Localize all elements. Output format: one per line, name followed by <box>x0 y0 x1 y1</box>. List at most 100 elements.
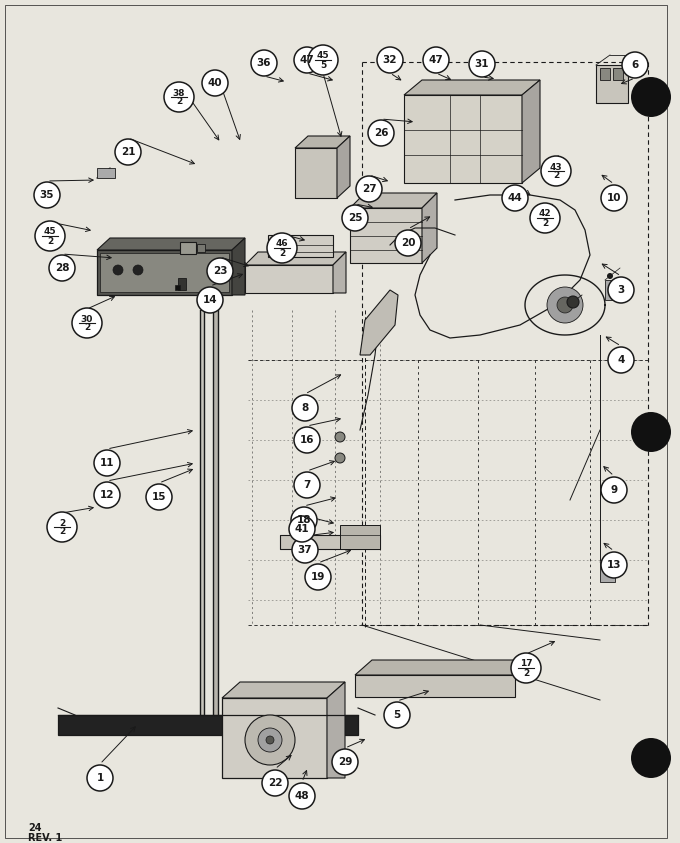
Text: 21: 21 <box>121 147 135 157</box>
Polygon shape <box>232 238 245 295</box>
Circle shape <box>291 507 317 533</box>
Text: 9: 9 <box>611 485 617 495</box>
Bar <box>350 208 422 263</box>
Text: 2: 2 <box>523 668 529 678</box>
Polygon shape <box>422 193 437 263</box>
Circle shape <box>35 221 65 251</box>
Polygon shape <box>404 80 540 95</box>
Text: 37: 37 <box>298 545 312 555</box>
Text: 36: 36 <box>257 58 271 68</box>
Circle shape <box>266 736 274 744</box>
Polygon shape <box>522 80 540 183</box>
Circle shape <box>262 770 288 796</box>
Circle shape <box>305 564 331 590</box>
Circle shape <box>146 484 172 510</box>
Circle shape <box>423 47 449 73</box>
Circle shape <box>608 277 634 303</box>
Text: 12: 12 <box>100 490 114 500</box>
Circle shape <box>631 77 671 117</box>
Text: 35: 35 <box>39 190 54 200</box>
Circle shape <box>631 412 671 452</box>
Circle shape <box>94 482 120 508</box>
Text: 2: 2 <box>553 171 559 180</box>
Circle shape <box>342 205 368 231</box>
Text: 32: 32 <box>383 55 397 65</box>
Text: 15: 15 <box>152 492 166 502</box>
Polygon shape <box>245 252 346 265</box>
Circle shape <box>245 715 295 765</box>
Circle shape <box>368 120 394 146</box>
Text: 47: 47 <box>300 55 314 65</box>
Polygon shape <box>350 193 437 208</box>
Circle shape <box>557 297 573 313</box>
Circle shape <box>377 47 403 73</box>
Polygon shape <box>337 136 350 198</box>
Circle shape <box>251 50 277 76</box>
Bar <box>605 280 613 300</box>
Text: 2: 2 <box>542 218 548 228</box>
Circle shape <box>335 432 345 442</box>
Circle shape <box>289 516 315 542</box>
Bar <box>97 168 115 178</box>
Circle shape <box>395 230 421 256</box>
Bar <box>596 65 628 103</box>
Circle shape <box>113 265 123 275</box>
Bar <box>175 285 180 290</box>
Circle shape <box>292 537 318 563</box>
Bar <box>100 253 229 292</box>
Polygon shape <box>222 682 345 698</box>
Text: 24: 24 <box>28 823 41 833</box>
Bar <box>213 310 218 730</box>
Circle shape <box>294 427 320 453</box>
Circle shape <box>294 472 320 498</box>
Text: 1: 1 <box>97 773 103 783</box>
Circle shape <box>202 70 228 96</box>
Polygon shape <box>327 682 345 778</box>
Text: 26: 26 <box>374 128 388 138</box>
Text: 38: 38 <box>173 89 185 98</box>
Polygon shape <box>97 238 245 250</box>
Bar <box>600 68 610 80</box>
Circle shape <box>207 258 233 284</box>
Circle shape <box>34 182 60 208</box>
Text: 10: 10 <box>607 193 622 203</box>
Text: 43: 43 <box>549 163 562 171</box>
Bar <box>600 562 615 582</box>
Text: 25: 25 <box>347 213 362 223</box>
Circle shape <box>294 47 320 73</box>
Text: 13: 13 <box>607 560 622 570</box>
Text: 45: 45 <box>317 51 329 61</box>
Text: 48: 48 <box>294 791 309 801</box>
Text: 30: 30 <box>81 314 93 324</box>
Text: 7: 7 <box>303 480 311 490</box>
Circle shape <box>541 156 571 186</box>
Text: 5: 5 <box>393 710 401 720</box>
Text: 2: 2 <box>279 249 285 257</box>
Circle shape <box>567 296 579 308</box>
Text: 29: 29 <box>338 757 352 767</box>
Bar <box>180 242 196 254</box>
Circle shape <box>384 702 410 728</box>
Text: 2: 2 <box>59 518 65 528</box>
Text: 46: 46 <box>275 239 288 249</box>
Bar <box>178 278 186 290</box>
Text: 2: 2 <box>59 528 65 536</box>
Text: 44: 44 <box>508 193 522 203</box>
Circle shape <box>115 139 141 165</box>
Circle shape <box>308 45 338 75</box>
Text: 14: 14 <box>203 295 218 305</box>
Text: 40: 40 <box>207 78 222 88</box>
Circle shape <box>620 288 624 292</box>
Text: 31: 31 <box>475 59 489 69</box>
Circle shape <box>332 749 358 775</box>
Circle shape <box>258 728 282 752</box>
Polygon shape <box>360 290 398 355</box>
Bar <box>97 250 232 295</box>
Bar <box>245 265 333 293</box>
Circle shape <box>49 255 75 281</box>
Circle shape <box>94 450 120 476</box>
Circle shape <box>164 82 194 112</box>
Text: 11: 11 <box>100 458 114 468</box>
Circle shape <box>87 765 113 791</box>
Text: 22: 22 <box>268 778 282 788</box>
